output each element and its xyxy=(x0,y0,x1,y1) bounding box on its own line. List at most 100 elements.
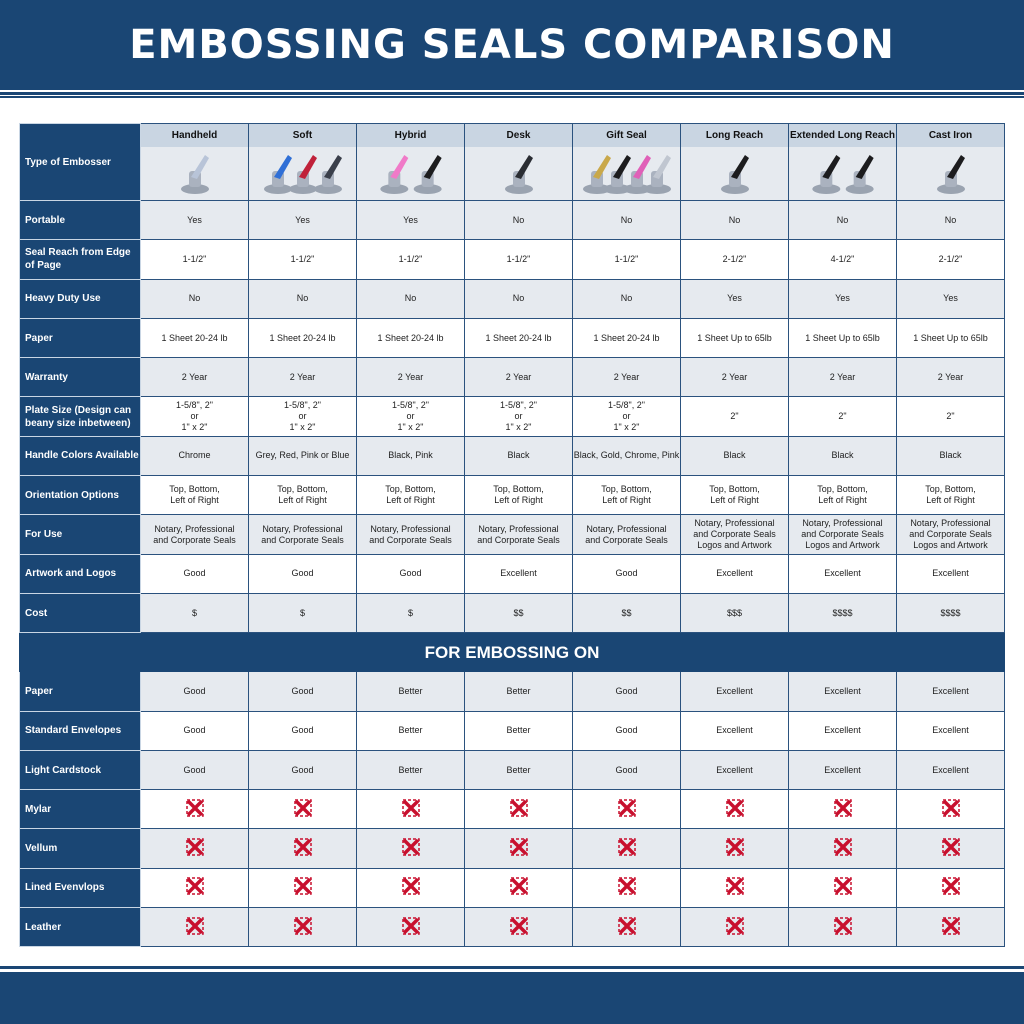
row-label: Vellum xyxy=(19,828,141,869)
table-cell xyxy=(788,828,897,869)
table-cell: Top, Bottom, Left of Right xyxy=(680,475,789,516)
table-cell xyxy=(896,867,1005,909)
row-label: For Use xyxy=(19,514,141,555)
table-cell: Yes xyxy=(356,199,465,241)
row-label: Warranty xyxy=(19,357,141,398)
table-cell: 1-5/8", 2" or 1" x 2" xyxy=(572,396,681,437)
row-label: Leather xyxy=(19,907,141,948)
table-cell: Excellent xyxy=(680,710,789,751)
table-cell: 1-1/2" xyxy=(464,239,573,280)
table-cell: 1-1/2" xyxy=(356,239,465,280)
table-cell xyxy=(572,828,681,869)
table-cell: $ xyxy=(248,592,357,634)
row-label: Heavy Duty Use xyxy=(19,278,141,319)
table-row: Orientation Options Top, Bottom, Left of … xyxy=(19,475,1005,516)
table-cell: 1-1/2" xyxy=(248,239,357,280)
table-cell: $$ xyxy=(464,592,573,634)
table-cell: 1-5/8", 2" or 1" x 2" xyxy=(464,396,573,437)
table-cell: Notary, Professional and Corporate Seals… xyxy=(680,514,789,555)
row-label: Orientation Options xyxy=(19,475,141,516)
table-cell: Better xyxy=(464,749,573,791)
table-cell xyxy=(464,828,573,869)
table-cell xyxy=(896,828,1005,869)
table-cell: Excellent xyxy=(680,671,789,712)
footer-bar xyxy=(0,972,1024,1024)
table-cell xyxy=(896,789,1005,830)
page-title: EMBOSSING SEALS COMPARISON xyxy=(129,22,895,68)
table-row: Paper 1 Sheet 20-24 lb 1 Sheet 20-24 lb 1 S… xyxy=(19,317,1005,359)
table-cell: Yes xyxy=(788,278,897,319)
row-label: Light Cardstock xyxy=(19,749,141,791)
x-icon xyxy=(185,799,204,817)
table-cell xyxy=(356,867,465,909)
row-label: Mylar xyxy=(19,789,141,830)
table-cell: Better xyxy=(464,671,573,712)
table-cell: 1-1/2" xyxy=(572,239,681,280)
table-cell xyxy=(680,907,789,948)
table-cell: Good xyxy=(572,671,681,712)
table-cell: Excellent xyxy=(896,553,1005,594)
row-label: Seal Reach from Edge of Page xyxy=(19,239,141,280)
table-cell: 1 Sheet 20-24 lb xyxy=(356,317,465,359)
table-cell: 2" xyxy=(788,396,897,437)
table-cell: 2 Year xyxy=(572,357,681,398)
x-icon xyxy=(725,838,744,856)
x-icon xyxy=(185,877,204,896)
table-row: Lined Evenvlops xyxy=(19,867,1005,909)
x-icon xyxy=(185,838,204,856)
table-cell: Good xyxy=(248,671,357,712)
product-image-handheld xyxy=(140,146,249,201)
table-cell: No xyxy=(572,199,681,241)
table-row: Plate Size (Design can beany size inbetw… xyxy=(19,396,1005,437)
table-cell: Yes xyxy=(896,278,1005,319)
table-row: For Use Notary, Professional and Corporat… xyxy=(19,514,1005,555)
table-cell: Top, Bottom, Left of Right xyxy=(356,475,465,516)
table-cell: Black, Gold, Chrome, Pink xyxy=(572,435,681,477)
column-header: Cast Iron xyxy=(896,123,1005,147)
table-cell xyxy=(464,867,573,909)
table-cell: Notary, Professional and Corporate Seals… xyxy=(896,514,1005,555)
table-cell: Good xyxy=(248,749,357,791)
column-header: Soft xyxy=(248,123,357,147)
table-cell: No xyxy=(572,278,681,319)
title-banner: EMBOSSING SEALS COMPARISON xyxy=(0,0,1024,90)
x-icon xyxy=(833,916,852,935)
section-banner-row: FOR EMBOSSING ON xyxy=(19,632,1005,673)
table-cell: 1 Sheet 20-24 lb xyxy=(572,317,681,359)
table-cell: $$ xyxy=(572,592,681,634)
table-row: Leather xyxy=(19,907,1005,948)
table-cell: Excellent xyxy=(680,553,789,594)
table-cell xyxy=(248,907,357,948)
x-icon xyxy=(833,877,852,896)
table-cell xyxy=(572,789,681,830)
x-icon xyxy=(725,799,744,817)
table-cell: 2 Year xyxy=(356,357,465,398)
table-cell: Top, Bottom, Left of Right xyxy=(248,475,357,516)
x-icon xyxy=(293,799,312,817)
table-cell: No xyxy=(464,278,573,319)
table-cell: $$$$ xyxy=(896,592,1005,634)
table-cell xyxy=(248,789,357,830)
table-cell: 2-1/2" xyxy=(896,239,1005,280)
x-icon xyxy=(725,916,744,935)
table-cell: Yes xyxy=(140,199,249,241)
product-image-long-reach xyxy=(680,146,789,201)
x-icon xyxy=(401,838,420,856)
table-cell: Yes xyxy=(680,278,789,319)
table-cell: 1-5/8", 2" or 1" x 2" xyxy=(140,396,249,437)
row-label: Plate Size (Design can beany size inbetw… xyxy=(19,396,141,437)
table-cell: No xyxy=(896,199,1005,241)
table-row: Handle Colors Available Chrome Grey, Red, … xyxy=(19,435,1005,477)
x-icon xyxy=(617,799,636,817)
table-cell: 2 Year xyxy=(896,357,1005,398)
row-label: Handle Colors Available xyxy=(19,435,141,477)
table-cell: Good xyxy=(140,710,249,751)
table-cell: 1-5/8", 2" or 1" x 2" xyxy=(356,396,465,437)
table-cell: Black, Pink xyxy=(356,435,465,477)
table-cell: Notary, Professional and Corporate Seals xyxy=(572,514,681,555)
x-icon xyxy=(725,877,744,896)
divider xyxy=(0,92,1024,95)
table-cell: Chrome xyxy=(140,435,249,477)
x-icon xyxy=(293,877,312,896)
x-icon xyxy=(509,799,528,817)
